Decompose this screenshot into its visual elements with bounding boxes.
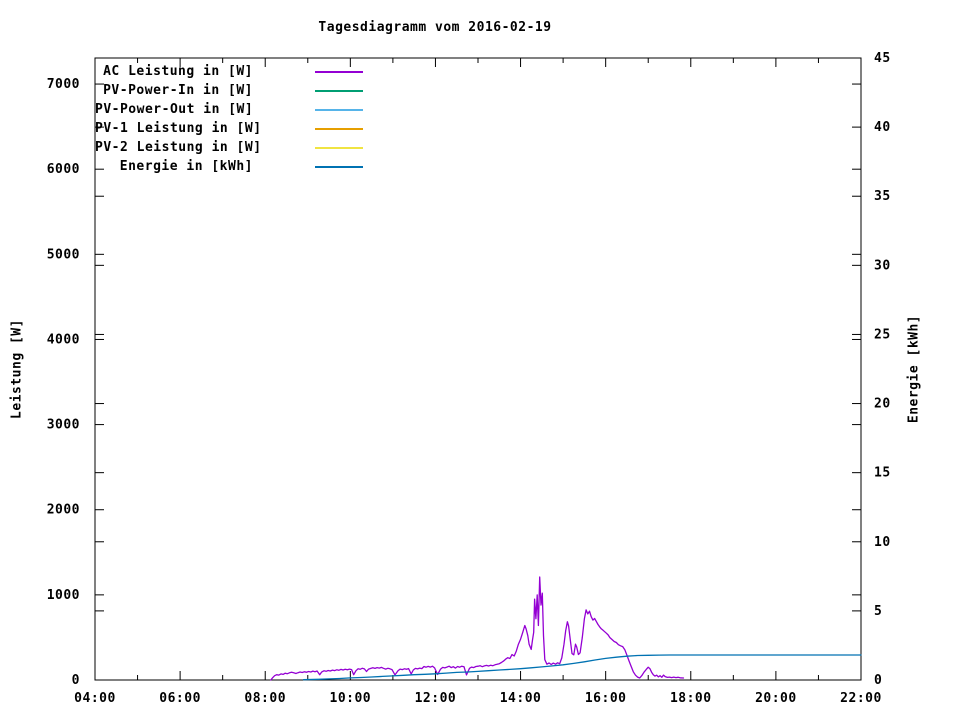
svg-text:6000: 6000 [47,162,80,177]
svg-text:0: 0 [72,673,80,688]
legend-line-swatch [315,146,363,149]
svg-text:7000: 7000 [47,77,80,92]
svg-text:5: 5 [874,604,882,619]
svg-text:3000: 3000 [47,418,80,433]
svg-text:18:00: 18:00 [670,691,712,706]
svg-text:22:00: 22:00 [840,691,882,706]
svg-text:5000: 5000 [47,247,80,262]
legend: AC Leistung in [W] PV-Power-In in [W] PV… [95,62,363,176]
svg-text:12:00: 12:00 [415,691,457,706]
svg-text:35: 35 [874,189,891,204]
legend-line-swatch [315,127,363,130]
legend-item-label: PV-1 Leistung in [W] [95,121,262,136]
svg-text:2000: 2000 [47,503,80,518]
svg-text:4000: 4000 [47,332,80,347]
svg-text:10: 10 [874,535,891,550]
legend-item-label: AC Leistung in [W] [103,64,253,79]
legend-item: PV-1 Leistung in [W] [95,119,363,138]
svg-text:45: 45 [874,51,891,66]
legend-item: PV-Power-In in [W] [95,81,363,100]
svg-text:30: 30 [874,258,891,273]
legend-item-label: Energie in [kWh] [119,159,253,174]
svg-text:25: 25 [874,327,891,342]
legend-line-swatch [315,89,363,92]
chart-title: Tagesdiagramm vom 2016-02-19 [318,20,552,35]
svg-text:08:00: 08:00 [244,691,286,706]
svg-text:20: 20 [874,397,891,412]
svg-text:1000: 1000 [47,588,80,603]
legend-line-swatch [315,70,363,73]
svg-text:06:00: 06:00 [159,691,201,706]
legend-item-label: PV-Power-In in [W] [103,83,253,98]
legend-item: AC Leistung in [W] [95,62,363,81]
legend-item-label: PV-Power-Out in [W] [95,102,254,117]
svg-text:14:00: 14:00 [500,691,542,706]
svg-text:0: 0 [874,673,882,688]
legend-item-label: PV-2 Leistung in [W] [95,140,262,155]
legend-line-swatch [315,165,363,168]
svg-text:15: 15 [874,466,891,481]
legend-item: PV-2 Leistung in [W] [95,138,363,157]
svg-text:40: 40 [874,120,891,135]
svg-text:10:00: 10:00 [330,691,372,706]
svg-text:04:00: 04:00 [74,691,116,706]
legend-line-swatch [315,108,363,111]
legend-item: Energie in [kWh] [95,157,363,176]
svg-text:16:00: 16:00 [585,691,627,706]
legend-item: PV-Power-Out in [W] [95,100,363,119]
svg-text:20:00: 20:00 [755,691,797,706]
